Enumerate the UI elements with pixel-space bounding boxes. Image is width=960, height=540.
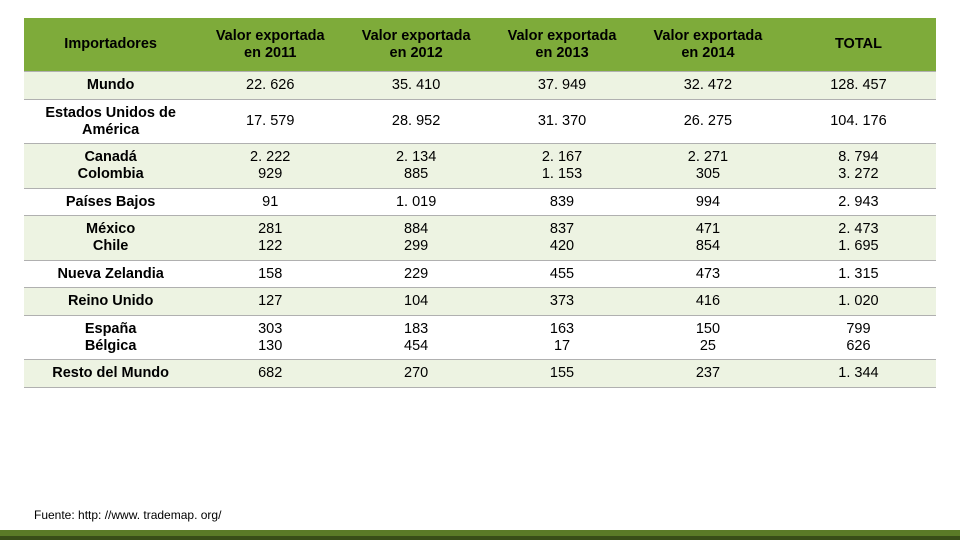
col-header-2012: Valor exportada en 2012: [343, 18, 489, 72]
table-row: Estados Unidos de América17. 57928. 9523…: [24, 100, 936, 144]
cell-value: 237: [635, 360, 781, 388]
col-header-importers: Importadores: [24, 18, 197, 72]
cell-value: 471854: [635, 216, 781, 260]
cell-value: 35. 410: [343, 72, 489, 100]
cell-value: 837420: [489, 216, 635, 260]
row-label: Estados Unidos de América: [24, 100, 197, 144]
col-header-2014: Valor exportada en 2014: [635, 18, 781, 72]
cell-value: 31. 370: [489, 100, 635, 144]
cell-value: 2. 943: [781, 188, 936, 216]
cell-value: 28. 952: [343, 100, 489, 144]
table-row: Nueva Zelandia1582294554731. 315: [24, 260, 936, 288]
cell-value: 373: [489, 288, 635, 316]
slide: Importadores Valor exportada en 2011 Val…: [0, 0, 960, 540]
row-label: Nueva Zelandia: [24, 260, 197, 288]
table-row: Reino Unido1271043734161. 020: [24, 288, 936, 316]
cell-value: 1. 344: [781, 360, 936, 388]
cell-value: 104. 176: [781, 100, 936, 144]
table-row: Países Bajos911. 0198399942. 943: [24, 188, 936, 216]
cell-value: 2. 222929: [197, 144, 343, 188]
cell-value: 37. 949: [489, 72, 635, 100]
cell-value: 1. 019: [343, 188, 489, 216]
export-table: Importadores Valor exportada en 2011 Val…: [24, 18, 936, 388]
cell-value: 2. 4731. 695: [781, 216, 936, 260]
cell-value: 2. 271305: [635, 144, 781, 188]
table-row: EspañaBélgica303130183454163171502579962…: [24, 316, 936, 360]
cell-value: 281122: [197, 216, 343, 260]
table-body: Mundo22. 62635. 41037. 94932. 472128. 45…: [24, 72, 936, 388]
table-row: Mundo22. 62635. 41037. 94932. 472128. 45…: [24, 72, 936, 100]
cell-value: 2. 134885: [343, 144, 489, 188]
cell-value: 416: [635, 288, 781, 316]
col-header-total: TOTAL: [781, 18, 936, 72]
cell-value: 682: [197, 360, 343, 388]
cell-value: 32. 472: [635, 72, 781, 100]
cell-value: 17. 579: [197, 100, 343, 144]
cell-value: 270: [343, 360, 489, 388]
cell-value: 128. 457: [781, 72, 936, 100]
footer-strip-2: [0, 536, 960, 540]
row-label: EspañaBélgica: [24, 316, 197, 360]
cell-value: 15025: [635, 316, 781, 360]
footer-band: Fuente: http: //www. trademap. org/: [0, 490, 960, 540]
cell-value: 104: [343, 288, 489, 316]
cell-value: 1. 020: [781, 288, 936, 316]
cell-value: 839: [489, 188, 635, 216]
row-label: MéxicoChile: [24, 216, 197, 260]
cell-value: 1. 315: [781, 260, 936, 288]
table-row: MéxicoChile2811228842998374204718542. 47…: [24, 216, 936, 260]
cell-value: 155: [489, 360, 635, 388]
row-label: CanadáColombia: [24, 144, 197, 188]
cell-value: 16317: [489, 316, 635, 360]
cell-value: 455: [489, 260, 635, 288]
cell-value: 183454: [343, 316, 489, 360]
table-header-row: Importadores Valor exportada en 2011 Val…: [24, 18, 936, 72]
cell-value: 91: [197, 188, 343, 216]
cell-value: 229: [343, 260, 489, 288]
cell-value: 22. 626: [197, 72, 343, 100]
cell-value: 303130: [197, 316, 343, 360]
cell-value: 158: [197, 260, 343, 288]
cell-value: 994: [635, 188, 781, 216]
source-text: Fuente: http: //www. trademap. org/: [34, 508, 221, 522]
row-label: Reino Unido: [24, 288, 197, 316]
table-row: Resto del Mundo6822701552371. 344: [24, 360, 936, 388]
cell-value: 884299: [343, 216, 489, 260]
cell-value: 799626: [781, 316, 936, 360]
row-label: Países Bajos: [24, 188, 197, 216]
row-label: Mundo: [24, 72, 197, 100]
row-label: Resto del Mundo: [24, 360, 197, 388]
cell-value: 127: [197, 288, 343, 316]
cell-value: 8. 7943. 272: [781, 144, 936, 188]
cell-value: 2. 1671. 153: [489, 144, 635, 188]
col-header-2011: Valor exportada en 2011: [197, 18, 343, 72]
table-row: CanadáColombia2. 2229292. 1348852. 1671.…: [24, 144, 936, 188]
cell-value: 473: [635, 260, 781, 288]
col-header-2013: Valor exportada en 2013: [489, 18, 635, 72]
cell-value: 26. 275: [635, 100, 781, 144]
